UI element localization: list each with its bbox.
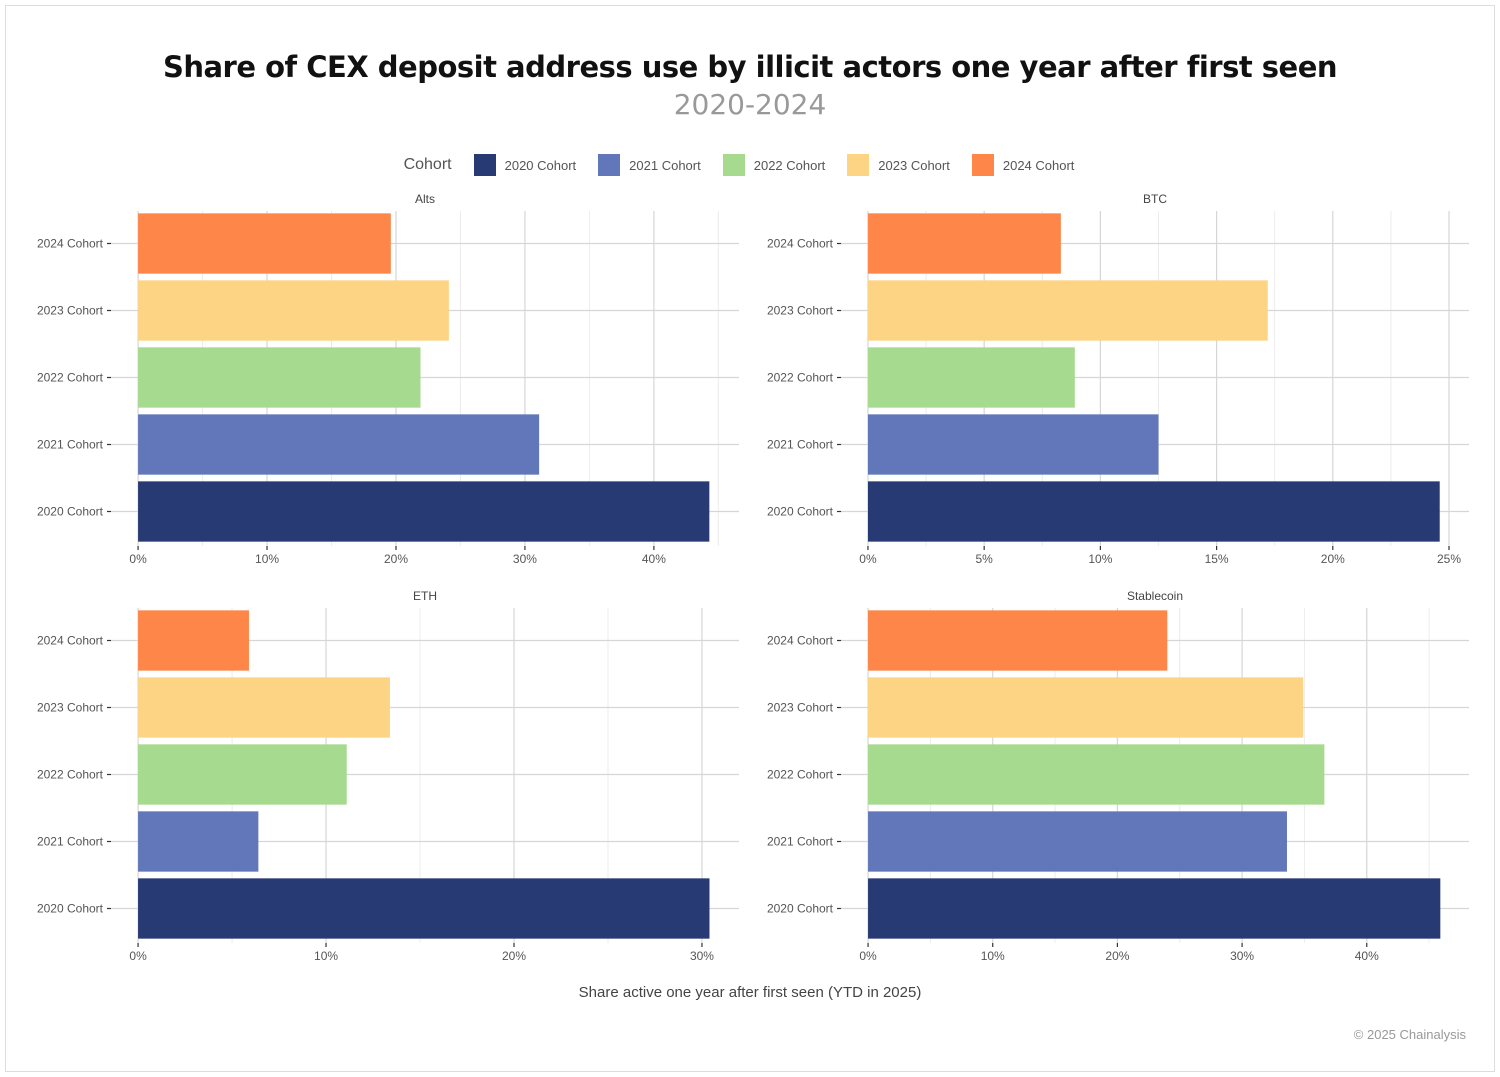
y-tick-label: 2020 Cohort bbox=[767, 505, 834, 519]
y-tick-label: 2021 Cohort bbox=[37, 438, 104, 452]
bar-2021-cohort bbox=[867, 414, 1159, 475]
chart-subtitle: 2020-2024 bbox=[673, 88, 827, 121]
x-tick-label: 10% bbox=[255, 552, 279, 566]
bar-2022-cohort bbox=[867, 347, 1075, 408]
bar-2023-cohort bbox=[867, 280, 1268, 341]
panel-title: Stablecoin bbox=[1127, 589, 1183, 603]
x-tick-label: 20% bbox=[502, 949, 526, 963]
legend-swatch bbox=[598, 154, 621, 176]
bar-2023-cohort bbox=[138, 280, 449, 341]
legend-swatch bbox=[722, 154, 745, 176]
bar-2022-cohort bbox=[138, 347, 421, 408]
bar-2022-cohort bbox=[138, 744, 347, 805]
panel-title: BTC bbox=[1143, 192, 1167, 206]
y-tick-label: 2023 Cohort bbox=[37, 701, 104, 715]
panel-eth: ETH 2020 Cohort 2021 Cohort 2022 Cohort 2023… bbox=[37, 589, 739, 963]
x-tick-label: 0% bbox=[859, 949, 877, 963]
x-tick-label: 0% bbox=[129, 552, 147, 566]
bar-2020-cohort bbox=[138, 481, 710, 542]
x-tick-label: 20% bbox=[1321, 552, 1345, 566]
panel-alts: Alts 2020 Cohort 2021 Cohort 2022 Cohort 202… bbox=[37, 192, 739, 566]
x-tick-label: 30% bbox=[513, 552, 537, 566]
y-tick-label: 2023 Cohort bbox=[767, 304, 834, 318]
y-tick-label: 2022 Cohort bbox=[37, 371, 104, 385]
legend-label: 2023 Cohort bbox=[878, 157, 950, 173]
bar-2024-cohort bbox=[138, 610, 249, 671]
legend-label: 2020 Cohort bbox=[504, 157, 577, 173]
chart-frame: Share of CEX deposit address use by illi… bbox=[5, 5, 1495, 1072]
legend-item: 2020 Cohort bbox=[473, 154, 577, 176]
plot-area: Alts 2020 Cohort 2021 Cohort 2022 Cohort 202… bbox=[37, 192, 1469, 963]
y-tick-label: 2024 Cohort bbox=[767, 634, 834, 648]
bar-2023-cohort bbox=[868, 677, 1304, 738]
x-tick-label: 15% bbox=[1205, 552, 1229, 566]
legend-swatch bbox=[473, 154, 496, 176]
bar-2021-cohort bbox=[868, 811, 1287, 872]
bar-2021-cohort bbox=[138, 414, 540, 475]
legend-label: 2022 Cohort bbox=[753, 157, 826, 173]
y-tick-label: 2024 Cohort bbox=[37, 634, 104, 648]
x-tick-label: 10% bbox=[1088, 552, 1112, 566]
panel-stablecoin: Stablecoin 2020 Cohort 2021 Cohort 2022 Coh… bbox=[767, 589, 1469, 963]
y-tick-label: 2023 Cohort bbox=[767, 701, 834, 715]
bar-2023-cohort bbox=[138, 677, 390, 738]
x-tick-label: 0% bbox=[129, 949, 147, 963]
chart-title: Share of CEX deposit address use by illi… bbox=[162, 50, 1338, 84]
x-axis-label: Share active one year after first seen (… bbox=[578, 984, 922, 1001]
bar-2024-cohort bbox=[138, 213, 391, 274]
panel-title: Alts bbox=[415, 192, 435, 206]
legend-swatch bbox=[847, 154, 870, 176]
x-tick-label: 10% bbox=[981, 949, 1005, 963]
bar-2024-cohort bbox=[867, 213, 1061, 274]
panel-btc: BTC 2020 Cohort 2021 Cohort 2022 Cohort 2023… bbox=[767, 192, 1469, 566]
legend-item: 2021 Cohort bbox=[598, 154, 701, 176]
legend-item: 2023 Cohort bbox=[847, 154, 950, 176]
y-tick-label: 2024 Cohort bbox=[767, 237, 834, 251]
bar-2022-cohort bbox=[868, 744, 1325, 805]
x-tick-label: 5% bbox=[975, 552, 993, 566]
panel-title: ETH bbox=[413, 589, 437, 603]
x-tick-label: 0% bbox=[859, 552, 877, 566]
credit: © 2025 Chainalysis bbox=[1353, 1027, 1466, 1042]
legend-label: 2021 Cohort bbox=[629, 157, 701, 173]
legend-swatch bbox=[971, 154, 994, 176]
legend: Cohort 2020 Cohort 2021 Cohort 2022 Cohort… bbox=[6, 154, 1494, 176]
y-tick-label: 2022 Cohort bbox=[767, 768, 834, 782]
legend-label: 2024 Cohort bbox=[1002, 157, 1075, 173]
x-tick-label: 20% bbox=[384, 552, 408, 566]
y-tick-label: 2023 Cohort bbox=[37, 304, 104, 318]
bar-2021-cohort bbox=[138, 811, 259, 872]
y-tick-label: 2022 Cohort bbox=[37, 768, 104, 782]
x-tick-label: 25% bbox=[1437, 552, 1461, 566]
x-tick-label: 20% bbox=[1105, 949, 1129, 963]
bar-2020-cohort bbox=[867, 481, 1440, 542]
bar-2024-cohort bbox=[868, 610, 1168, 671]
legend-item: 2024 Cohort bbox=[971, 154, 1075, 176]
y-tick-label: 2021 Cohort bbox=[767, 835, 834, 849]
y-tick-label: 2021 Cohort bbox=[37, 835, 104, 849]
y-tick-label: 2024 Cohort bbox=[37, 237, 104, 251]
x-tick-label: 30% bbox=[690, 949, 714, 963]
legend-item: 2022 Cohort bbox=[722, 154, 826, 176]
bar-2020-cohort bbox=[138, 878, 710, 939]
y-tick-label: 2022 Cohort bbox=[767, 371, 834, 385]
x-tick-label: 40% bbox=[642, 552, 666, 566]
y-tick-label: 2020 Cohort bbox=[37, 902, 104, 916]
x-tick-label: 40% bbox=[1355, 949, 1379, 963]
y-tick-label: 2020 Cohort bbox=[767, 902, 834, 916]
bar-2020-cohort bbox=[868, 878, 1441, 939]
x-tick-label: 10% bbox=[314, 949, 338, 963]
y-tick-label: 2020 Cohort bbox=[37, 505, 104, 519]
x-tick-label: 30% bbox=[1230, 949, 1254, 963]
legend-title: Cohort bbox=[403, 156, 452, 173]
y-tick-label: 2021 Cohort bbox=[767, 438, 834, 452]
